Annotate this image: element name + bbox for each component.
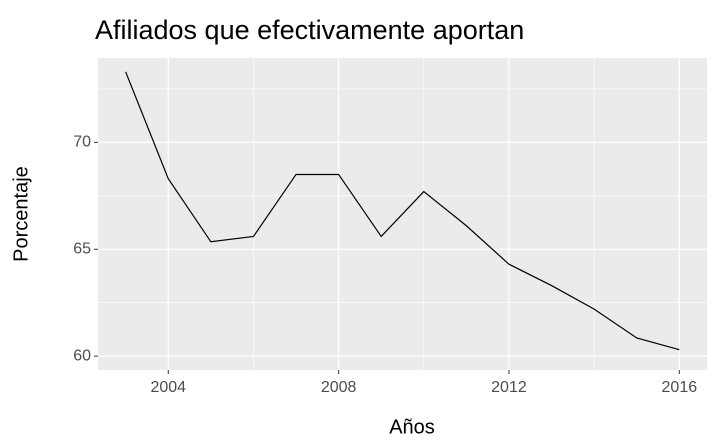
x-axis-label: Años (389, 416, 435, 438)
data-line (125, 71, 680, 351)
x-tick-label: 2004 (150, 379, 186, 396)
chart-title: Afiliados que efectivamente aportan (95, 15, 524, 45)
x-tick-label: 2008 (321, 379, 357, 396)
y-tick-label: 65 (73, 240, 91, 257)
x-tick-label: 2016 (662, 379, 698, 396)
x-tick-label: 2012 (491, 379, 527, 396)
y-axis-label: Porcentaje (10, 166, 32, 262)
y-tick-label: 60 (73, 347, 91, 364)
y-tick-label: 70 (73, 134, 91, 151)
